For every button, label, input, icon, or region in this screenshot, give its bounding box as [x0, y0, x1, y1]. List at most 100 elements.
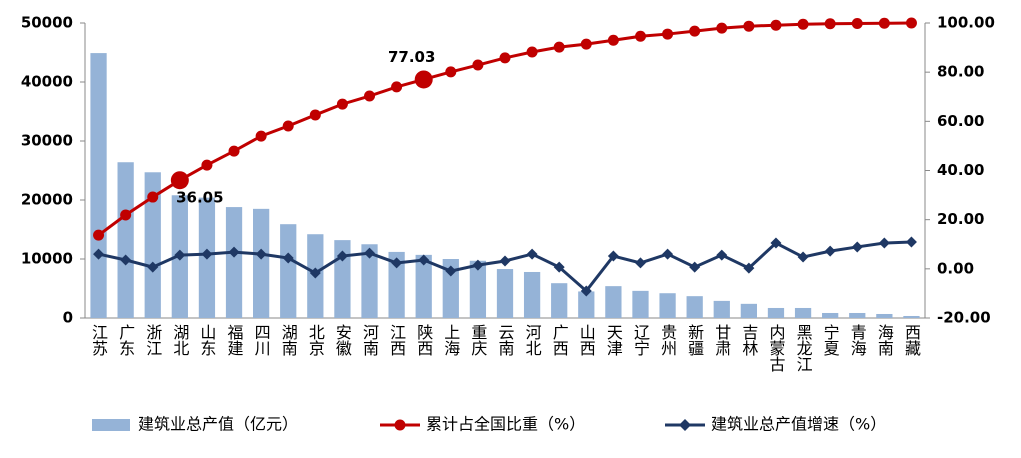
marker	[170, 171, 189, 190]
marker	[607, 34, 619, 46]
marker	[743, 262, 755, 274]
x-tick-label: 安徽	[333, 324, 352, 356]
y2-tick-label: 80.00	[937, 63, 984, 81]
y2-tick-label: -20.00	[937, 309, 991, 327]
y-tick-label: 40000	[21, 73, 73, 91]
marker	[228, 145, 240, 157]
legend-swatch	[92, 419, 130, 431]
y2-tick-label: 40.00	[937, 161, 984, 179]
y-tick-label: 10000	[21, 250, 73, 268]
marker	[255, 248, 267, 260]
bar	[253, 208, 270, 318]
marker	[472, 259, 484, 271]
marker	[120, 254, 132, 266]
bar	[767, 307, 785, 318]
legend-label: 建筑业总产值增速（%）	[711, 415, 886, 434]
x-tick-label: 上海	[441, 324, 460, 356]
x-tick-label: 江西	[387, 324, 406, 356]
bar	[415, 254, 432, 318]
bar	[523, 271, 541, 318]
x-tick-label: 福建	[225, 324, 244, 356]
marker	[851, 17, 863, 29]
x-tick-label: 贵州	[658, 324, 677, 356]
marker	[580, 38, 592, 50]
bar	[361, 244, 378, 318]
bar	[551, 283, 568, 318]
bar	[632, 290, 649, 318]
marker	[824, 245, 836, 257]
x-tick-label: 山西	[577, 324, 596, 356]
marker	[309, 267, 321, 279]
legend-marker	[394, 419, 406, 431]
marker	[336, 250, 348, 262]
y2-tick-label: 20.00	[937, 210, 984, 228]
marker	[93, 229, 105, 241]
marker	[634, 30, 646, 42]
marker	[770, 237, 782, 249]
marker	[147, 191, 159, 203]
y-tick-label: 20000	[21, 191, 73, 209]
bar	[822, 312, 839, 318]
x-tick-label: 天津	[604, 324, 623, 356]
x-tick-label: 浙江	[143, 324, 162, 356]
marker	[282, 120, 294, 132]
marker	[770, 19, 782, 31]
marker	[228, 246, 240, 258]
marker	[689, 25, 701, 37]
marker	[418, 254, 430, 266]
x-tick-label: 广西	[550, 324, 569, 356]
x-tick-label: 辽宁	[631, 324, 650, 356]
bar	[686, 296, 703, 318]
marker	[174, 249, 186, 261]
marker	[526, 248, 538, 260]
bar	[225, 207, 243, 318]
marker	[553, 41, 565, 53]
marker	[499, 52, 511, 64]
data-label: 77.03	[388, 48, 435, 66]
marker	[472, 59, 484, 71]
x-tick-label: 湖南	[279, 324, 298, 356]
x-tick-label: 内蒙古	[766, 324, 785, 372]
x-tick-label: 黑龙江	[794, 324, 813, 372]
x-tick-label: 河南	[360, 324, 379, 356]
marker	[553, 261, 565, 273]
x-tick-label: 甘肃	[712, 324, 731, 356]
bar	[876, 313, 893, 318]
marker	[905, 17, 917, 29]
x-tick-label: 江苏	[89, 324, 108, 357]
bar	[605, 286, 622, 318]
bar	[117, 162, 134, 318]
x-tick-label: 吉林	[739, 324, 758, 356]
bar	[144, 172, 161, 318]
marker	[391, 81, 403, 93]
marker	[580, 285, 592, 297]
marker	[309, 109, 321, 121]
marker	[607, 250, 619, 262]
marker	[336, 98, 348, 110]
y2-tick-label: 0.00	[937, 259, 974, 277]
marker	[255, 130, 267, 142]
bar	[740, 303, 757, 318]
marker	[120, 209, 132, 221]
bar	[713, 300, 730, 318]
x-tick-label: 新疆	[685, 324, 704, 356]
x-tick-label: 山东	[197, 324, 216, 356]
marker	[93, 248, 105, 260]
marker	[147, 261, 159, 273]
x-tick-label: 青海	[848, 324, 867, 356]
bar	[578, 291, 595, 318]
bar	[388, 251, 405, 318]
y-tick-label: 30000	[21, 132, 73, 150]
bar	[849, 312, 866, 318]
y-tick-label: 50000	[21, 14, 73, 32]
marker	[364, 247, 376, 259]
x-tick-label: 宁夏	[821, 324, 840, 356]
legend-label: 建筑业总产值（亿元）	[138, 415, 298, 434]
bar	[659, 293, 676, 318]
marker	[743, 20, 755, 32]
x-tick-label: 四川	[252, 324, 271, 356]
marker	[662, 28, 674, 40]
marker	[689, 261, 701, 273]
marker	[905, 236, 917, 248]
